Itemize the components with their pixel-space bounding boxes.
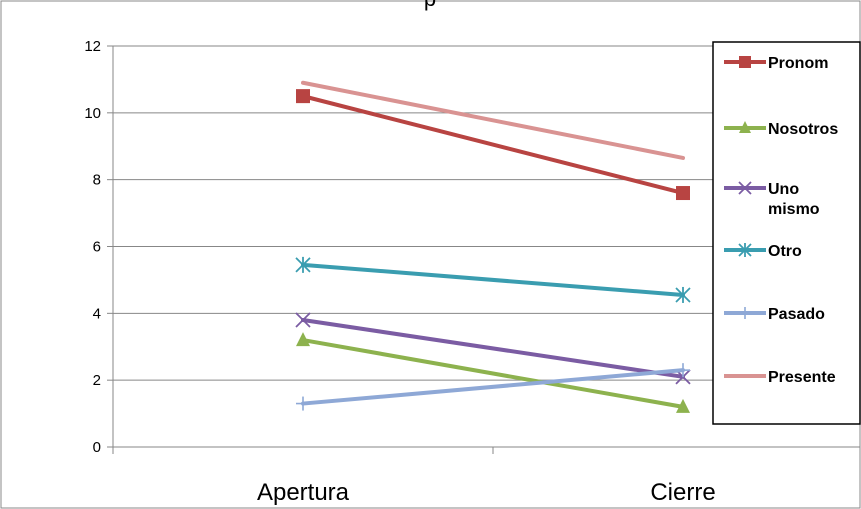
series-line (301, 94, 685, 196)
series-line (301, 338, 685, 409)
legend-label: Presente (768, 369, 836, 386)
data-point (676, 186, 690, 201)
y-tick-label: 10 (84, 105, 101, 122)
data-point (739, 121, 751, 133)
data-point (296, 396, 310, 411)
series-line (301, 368, 685, 406)
data-point (738, 181, 752, 195)
data-point (739, 56, 751, 68)
y-tick-label: 0 (93, 439, 101, 456)
legend-label: Pasado (768, 306, 825, 323)
legend-box (712, 41, 861, 425)
legend-label: Pronom (768, 55, 828, 72)
chart-title: p (424, 0, 436, 11)
series-line (301, 80, 685, 160)
y-tick-label: 4 (93, 305, 101, 322)
data-point (296, 332, 310, 347)
data-point (295, 312, 311, 328)
legend-label: Uno mismo (768, 181, 820, 218)
x-tick-label: Apertura (257, 479, 350, 506)
data-point (739, 307, 751, 319)
data-point (676, 363, 690, 378)
y-tick-label: 8 (93, 172, 101, 189)
series-line (301, 262, 685, 297)
y-tick-label: 2 (93, 372, 101, 389)
data-point (676, 398, 690, 413)
data-point (295, 256, 311, 273)
y-tick-label: 6 (93, 239, 101, 256)
legend-label: Otro (768, 243, 802, 260)
data-point (675, 286, 691, 303)
data-point (738, 243, 752, 257)
x-tick-label: Cierre (650, 479, 715, 506)
series-line (301, 318, 685, 379)
y-tick-label: 12 (84, 38, 101, 55)
legend-label: Nosotros (768, 121, 838, 138)
data-point (296, 89, 310, 104)
